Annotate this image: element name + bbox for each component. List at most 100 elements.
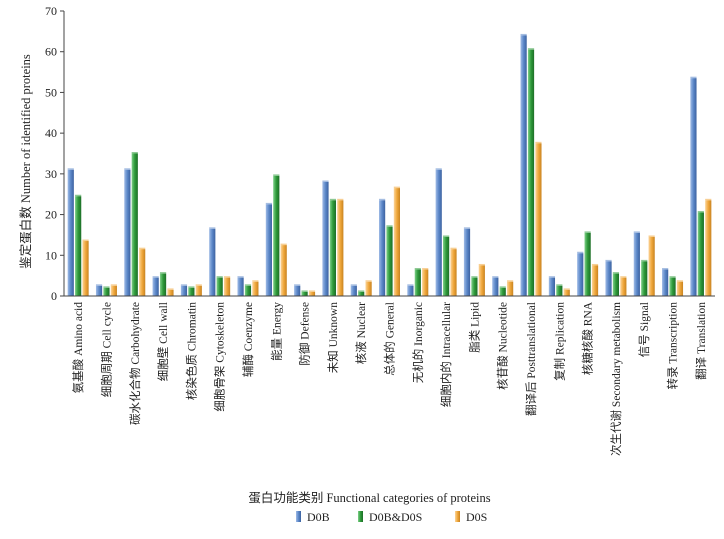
bar [605,261,612,296]
bar-top [422,268,429,270]
bar [556,285,563,296]
bar [414,269,421,296]
bar-top [265,202,272,205]
bar-top [301,290,308,292]
y-tick-label: 40 [45,126,57,140]
bar [358,291,365,296]
bar [301,291,308,296]
bar [131,153,138,296]
y-axis-ticks: 0 10 20 30 40 50 60 70 [45,4,64,303]
bar-top [209,227,216,229]
bar [103,287,110,296]
y-tick-label: 60 [45,45,57,59]
bar-top [223,276,231,278]
category-label: 转录 Transcription [666,302,680,390]
bar-top [244,284,252,286]
bar-top [591,263,599,266]
y-tick-label: 70 [45,4,57,18]
bar-top [393,186,400,189]
category-label: 能量 Energy [269,302,283,361]
bar [159,273,167,296]
bar [75,196,82,296]
bar-top [407,284,414,286]
category-label: 碳水化合物 Carbohydrate [128,302,142,425]
bar-top [386,225,393,227]
bar-top [365,280,372,282]
bar [294,285,301,296]
bar-top [195,284,202,286]
x-axis-title: 蛋白功能类别 Functional categories of proteins [248,490,490,505]
bar-top [67,168,74,170]
bar [584,232,591,296]
bar-top [167,288,174,290]
category-label: 核染色质 Chromatin [184,302,198,400]
bar [237,277,244,296]
bar-top [379,198,386,201]
bar-top [584,231,591,233]
bar [337,200,344,296]
bar [478,265,485,296]
bar [563,289,570,296]
bar [195,285,202,296]
bar-top [620,276,627,278]
legend-label: D0B [307,510,330,524]
bar-top [450,247,457,250]
bar-top [82,239,89,242]
bar [633,232,640,296]
bar-top [124,168,131,170]
bar-top [180,284,188,286]
bar-top [499,286,506,288]
category-label: 未知 Unknown [326,302,340,373]
bar [463,228,471,296]
bar [669,277,676,296]
bar-top [273,174,280,176]
bar [124,169,131,296]
bar [435,169,442,296]
bar-top [535,141,542,144]
bar [641,261,648,296]
bar-top [350,284,357,286]
bar [110,285,117,296]
bar-top [520,33,527,36]
y-tick-label: 10 [45,248,57,262]
category-labels: 氨基酸 Amino acid 细胞周期 Cell cycle 碳水化合物 Carbo… [71,301,708,456]
category-label: 信号 Signal [638,302,651,357]
bar [265,204,272,296]
category-label: 细胞壁 Cell wall [156,302,170,381]
bar-top [414,268,421,270]
bar [676,281,684,296]
bar [535,143,542,296]
bar [471,277,478,296]
bar-top [252,280,259,282]
bar-top [322,180,329,182]
bar [95,285,103,296]
bar [393,188,400,296]
bar-top [669,276,676,278]
bar-top [527,48,535,50]
bar [386,226,393,296]
bar-top [329,198,336,201]
bar [365,281,372,296]
bar [329,200,336,296]
category-label: 次生代谢 Secondary metabolism [609,302,623,456]
bar-top [308,290,316,292]
category-label: 翻译 Translation [694,302,708,380]
bar [350,285,357,296]
bar-top [131,152,138,154]
bar-top [605,259,612,262]
bar [499,287,506,296]
bar-top [633,231,640,233]
bar [244,285,252,296]
bar-top [237,276,244,278]
bar-top [358,290,365,292]
bar-top [612,272,620,274]
bar [648,236,655,296]
category-label: 辅酶 Coenzyme [241,302,255,377]
bar [216,277,223,296]
bar-top [159,272,167,274]
bar-top [662,268,669,270]
bar-top [103,286,110,288]
category-label: 防御 Defense [298,302,312,366]
bar-top [463,227,471,229]
